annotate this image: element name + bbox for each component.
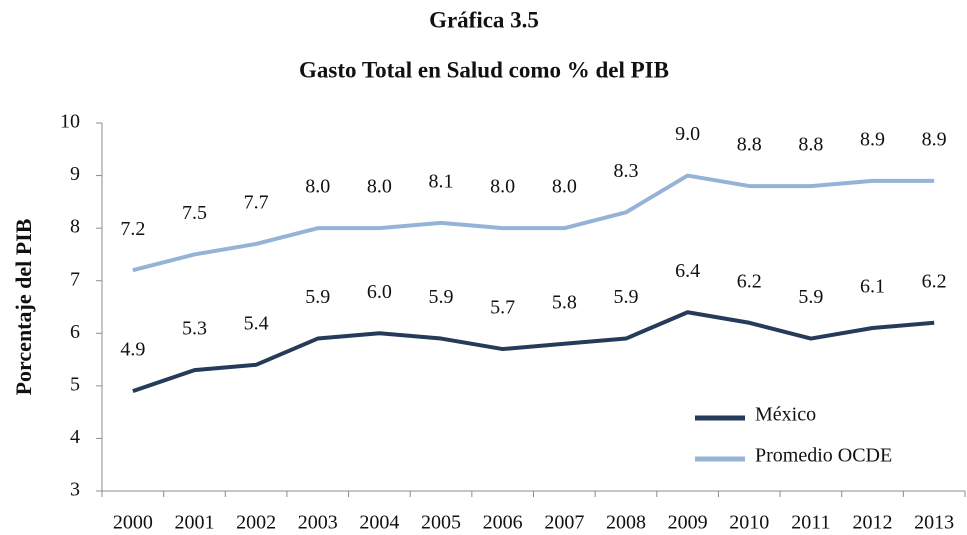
data-label: 5.8 (552, 291, 577, 313)
x-tick-label: 2009 (668, 512, 708, 534)
x-tick-label: 2007 (544, 512, 584, 534)
y-tick-label: 10 (60, 111, 80, 133)
x-tick-label: 2003 (298, 512, 338, 534)
data-label: 5.3 (182, 318, 207, 340)
data-label: 4.9 (120, 339, 145, 361)
data-label: 8.8 (798, 134, 823, 156)
data-label: 6.1 (860, 276, 885, 298)
data-label: 5.4 (244, 312, 269, 334)
y-tick-label: 7 (70, 268, 80, 290)
y-tick-label: 9 (70, 163, 80, 185)
data-label: 5.9 (429, 286, 454, 308)
line-series (132, 310, 935, 394)
data-label: 8.1 (429, 170, 454, 192)
data-label: 8.0 (552, 176, 577, 198)
y-tick-label: 3 (70, 479, 80, 501)
x-tick-label: 2004 (359, 512, 399, 534)
data-label: 8.9 (922, 128, 947, 150)
y-tick-label: 4 (70, 426, 80, 448)
x-tick-label: 2008 (606, 512, 646, 534)
data-label: 8.9 (860, 128, 885, 150)
y-axis-title: Porcentaje del PIB (11, 218, 36, 395)
data-label: 7.2 (120, 218, 145, 240)
x-tick-label: 2005 (421, 512, 461, 534)
data-label: 6.0 (367, 281, 392, 303)
data-label: 5.9 (305, 286, 330, 308)
data-label: 5.9 (798, 286, 823, 308)
data-label: 8.3 (613, 160, 638, 182)
data-label: 8.0 (367, 176, 392, 198)
x-tick-label: 2011 (791, 512, 830, 534)
data-label: 8.8 (737, 134, 762, 156)
data-label: 6.4 (675, 260, 700, 282)
data-label: 6.2 (737, 270, 762, 292)
data-label: 5.7 (490, 297, 515, 319)
legend-label: Promedio OCDE (755, 445, 892, 467)
legend-label: México (755, 404, 816, 426)
x-tick-label: 2010 (729, 512, 769, 534)
data-label: 7.7 (244, 192, 269, 214)
data-label: 9.0 (675, 123, 700, 145)
x-tick-label: 2002 (236, 512, 276, 534)
x-tick-label: 2013 (914, 512, 954, 534)
data-label: 6.2 (922, 270, 947, 292)
x-tick-label: 2001 (174, 512, 214, 534)
x-tick-label: 2012 (853, 512, 893, 534)
y-tick-label: 5 (70, 373, 80, 395)
line-series (132, 173, 935, 273)
data-label: 5.9 (613, 286, 638, 308)
y-tick-label: 8 (70, 216, 80, 238)
data-label: 7.5 (182, 202, 207, 224)
x-tick-label: 2006 (483, 512, 523, 534)
data-label: 8.0 (305, 176, 330, 198)
x-tick-label: 2000 (113, 512, 153, 534)
chart-title: Gráfica 3.5 (429, 7, 539, 32)
y-tick-label: 6 (70, 321, 80, 343)
chart-subtitle: Gasto Total en Salud como % del PIB (299, 57, 669, 82)
data-label: 8.0 (490, 176, 515, 198)
